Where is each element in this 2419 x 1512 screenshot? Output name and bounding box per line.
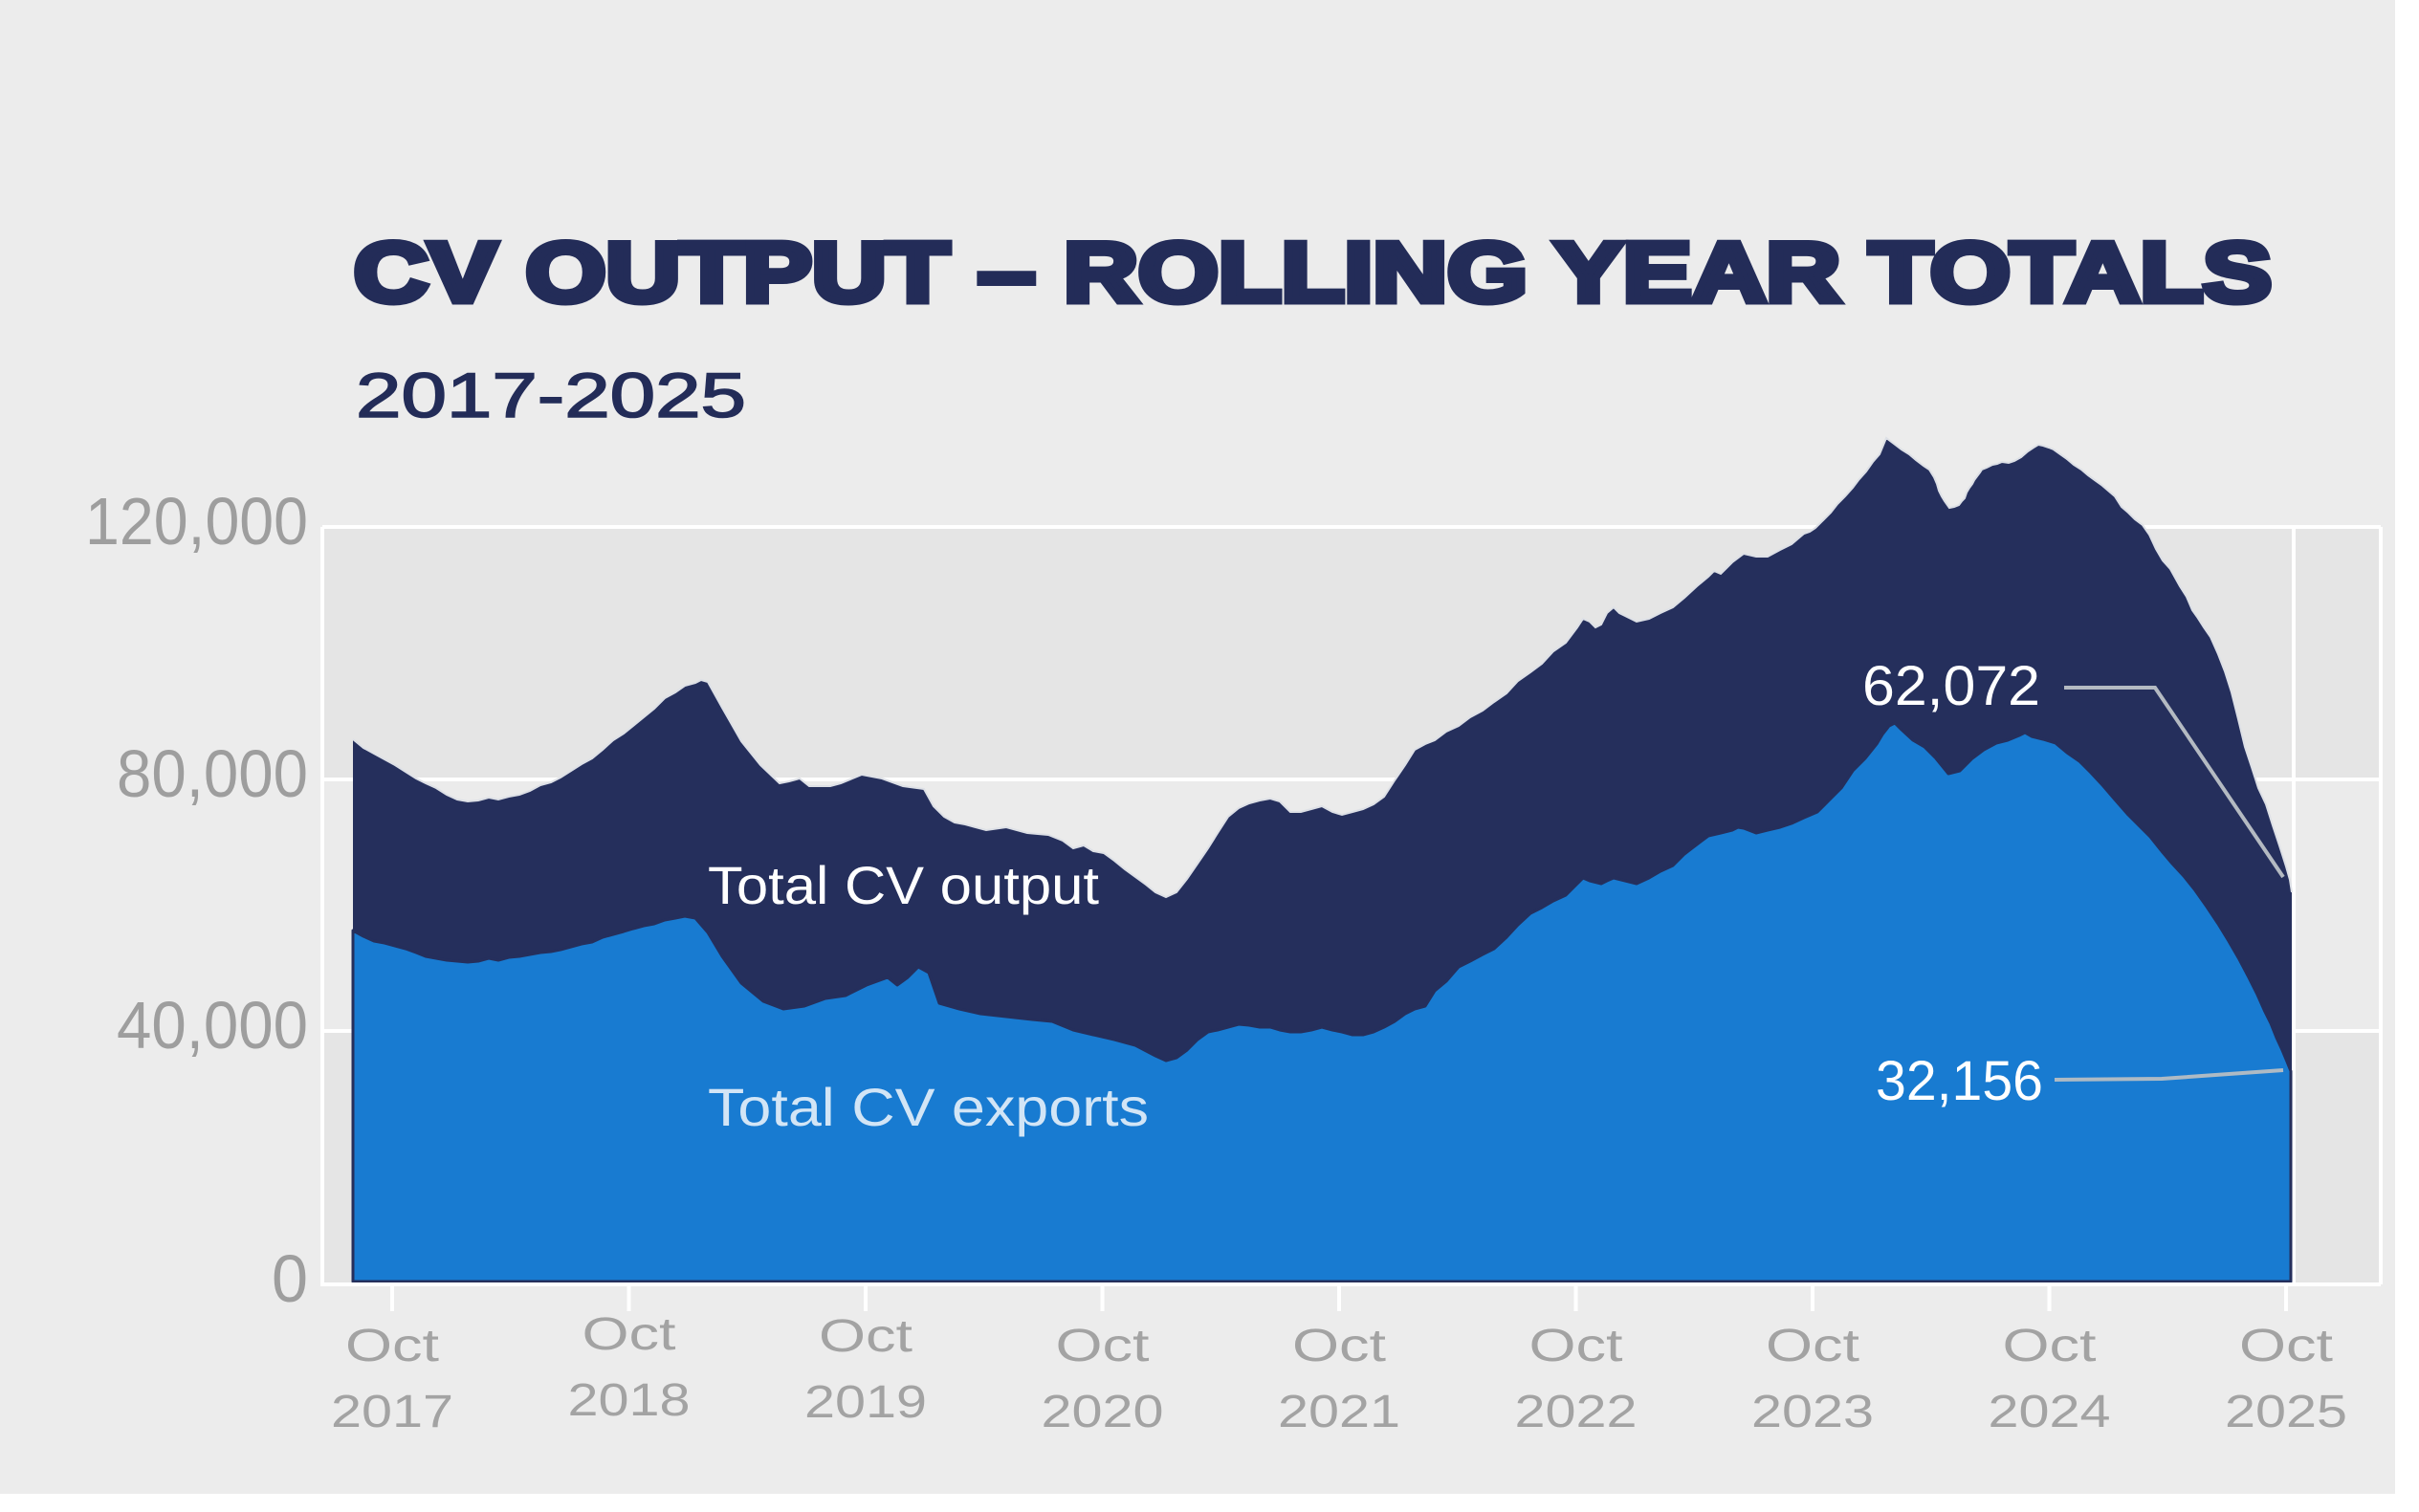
svg-text:Oct: Oct — [1056, 1321, 1150, 1371]
svg-text:120,000: 120,000 — [85, 484, 308, 559]
svg-text:2025: 2025 — [2225, 1387, 2347, 1437]
svg-text:2022: 2022 — [1515, 1387, 1638, 1437]
svg-text:80,000: 80,000 — [117, 736, 308, 811]
svg-text:Oct: Oct — [819, 1311, 913, 1362]
svg-text:2017: 2017 — [331, 1387, 453, 1437]
svg-text:Oct: Oct — [2239, 1321, 2333, 1371]
svg-text:2017-2025: 2017-2025 — [356, 360, 746, 430]
svg-text:Total CV exports: Total CV exports — [708, 1077, 1149, 1137]
svg-text:Oct: Oct — [583, 1309, 676, 1360]
svg-text:2018: 2018 — [568, 1375, 691, 1426]
svg-text:2024: 2024 — [1989, 1387, 2111, 1437]
svg-text:Total CV output: Total CV output — [708, 855, 1099, 915]
svg-text:2021: 2021 — [1278, 1387, 1400, 1437]
svg-text:2019: 2019 — [804, 1377, 927, 1428]
svg-text:Oct: Oct — [1529, 1321, 1623, 1371]
svg-text:2023: 2023 — [1751, 1387, 1874, 1437]
svg-text:Oct: Oct — [1292, 1321, 1386, 1371]
svg-text:Oct: Oct — [2003, 1321, 2097, 1371]
svg-text:Oct: Oct — [1766, 1321, 1859, 1371]
svg-text:0: 0 — [272, 1241, 308, 1316]
svg-text:62,072: 62,072 — [1862, 655, 2040, 717]
svg-text:CV OUTPUT – ROLLING YEAR TOTAL: CV OUTPUT – ROLLING YEAR TOTALS — [354, 225, 2272, 319]
svg-text:40,000: 40,000 — [117, 988, 308, 1063]
svg-text:Oct: Oct — [345, 1321, 439, 1371]
svg-text:2020: 2020 — [1042, 1387, 1164, 1437]
svg-text:32,156: 32,156 — [1876, 1050, 2043, 1112]
